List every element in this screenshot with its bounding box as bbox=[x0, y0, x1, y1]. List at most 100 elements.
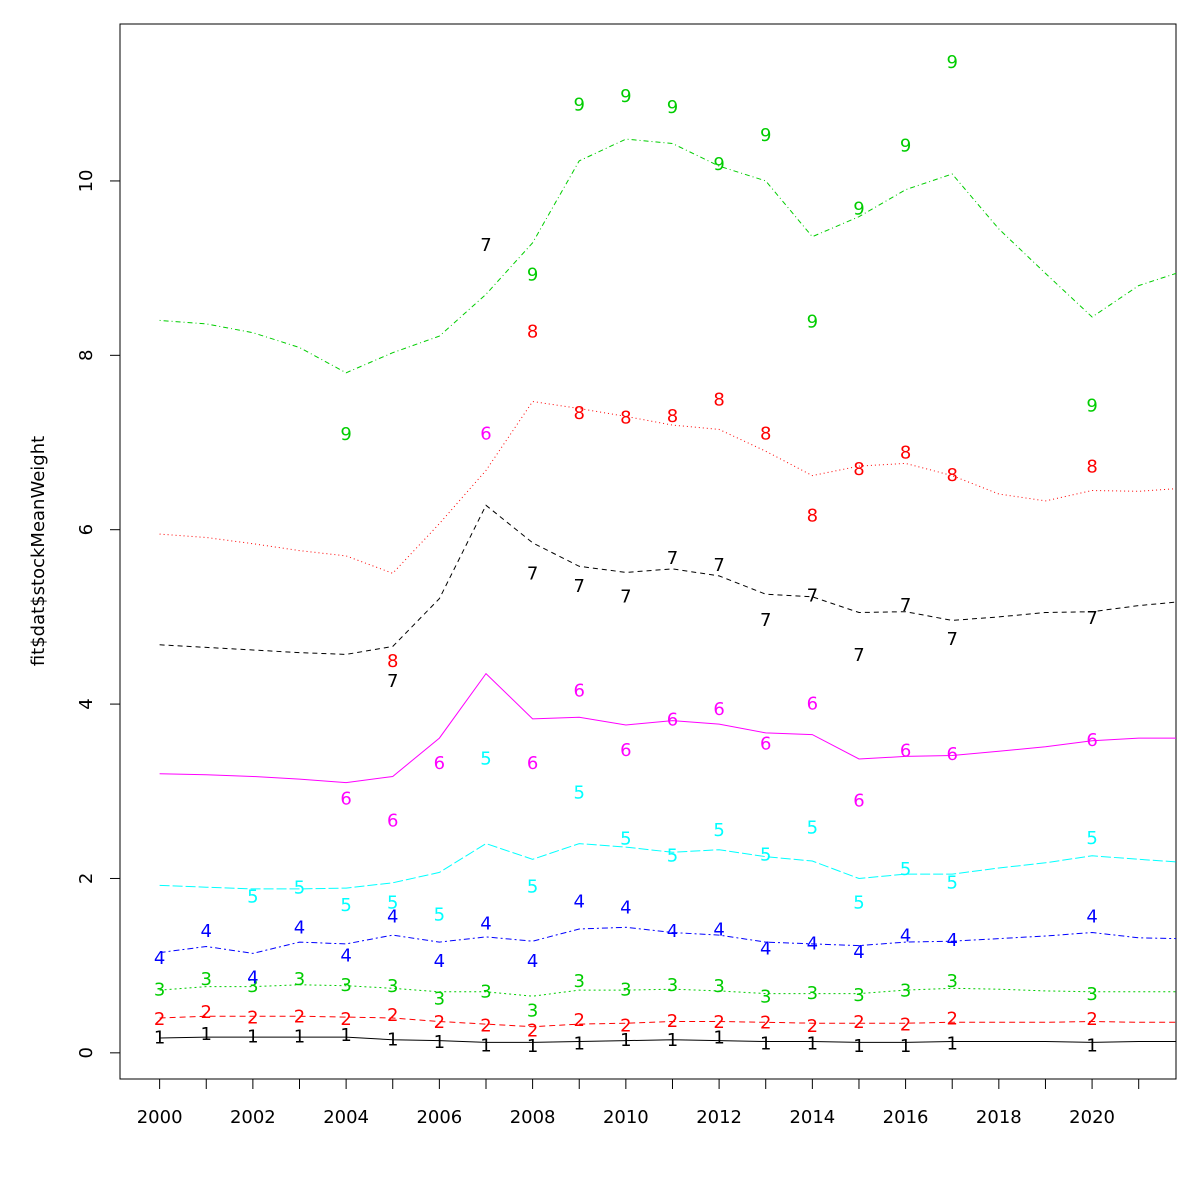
fitted-line-age-6 bbox=[159, 672, 1176, 784]
observed-point-age-7: 7 bbox=[713, 555, 724, 576]
observed-point-age-1: 1 bbox=[713, 1028, 724, 1049]
observed-point-age-3: 3 bbox=[201, 969, 212, 990]
observed-point-age-1: 1 bbox=[387, 1029, 398, 1050]
observed-point-age-5: 5 bbox=[713, 820, 724, 841]
x-tick-label: 2018 bbox=[976, 1107, 1022, 1128]
observed-point-age-1: 1 bbox=[247, 1027, 258, 1048]
y-axis-label: fit$dat$stockMeanWeight bbox=[28, 436, 49, 666]
observed-point-age-9: 9 bbox=[807, 312, 818, 333]
observed-point-age-1: 1 bbox=[667, 1030, 678, 1051]
observed-point-age-2: 2 bbox=[527, 1021, 538, 1042]
observed-point-age-6: 6 bbox=[480, 423, 491, 444]
observed-point-age-4: 4 bbox=[760, 939, 771, 960]
y-tick-label: 8 bbox=[76, 350, 97, 361]
x-tick-label: 2006 bbox=[416, 1107, 462, 1128]
observed-point-age-4: 4 bbox=[387, 906, 398, 927]
observed-point-age-4: 4 bbox=[853, 942, 864, 963]
observed-point-age-5: 5 bbox=[574, 783, 585, 804]
y-tick-label: 6 bbox=[76, 524, 97, 535]
observed-point-age-1: 1 bbox=[807, 1034, 818, 1055]
fitted-line-age-2 bbox=[159, 1015, 1176, 1028]
observed-point-age-3: 3 bbox=[713, 976, 724, 997]
observed-point-age-8: 8 bbox=[1086, 456, 1097, 477]
fitted-line-age-9 bbox=[159, 138, 1177, 374]
observed-point-age-1: 1 bbox=[201, 1024, 212, 1045]
observed-point-age-2: 2 bbox=[294, 1007, 305, 1028]
observed-point-age-8: 8 bbox=[900, 442, 911, 463]
observed-point-age-5: 5 bbox=[946, 872, 957, 893]
observed-point-age-7: 7 bbox=[480, 235, 491, 256]
observed-point-age-6: 6 bbox=[900, 741, 911, 762]
observed-point-age-3: 3 bbox=[154, 980, 165, 1001]
observed-point-age-2: 2 bbox=[900, 1014, 911, 1035]
observed-point-age-7: 7 bbox=[760, 610, 771, 631]
observed-point-age-9: 9 bbox=[1086, 395, 1097, 416]
observed-point-age-2: 2 bbox=[713, 1012, 724, 1033]
observed-point-age-4: 4 bbox=[434, 951, 445, 972]
observed-point-age-2: 2 bbox=[620, 1015, 631, 1036]
observed-point-age-3: 3 bbox=[434, 988, 445, 1009]
observed-point-age-8: 8 bbox=[760, 423, 771, 444]
observed-point-age-8: 8 bbox=[713, 389, 724, 410]
fitted-line-age-3 bbox=[159, 984, 1176, 997]
observed-point-age-2: 2 bbox=[760, 1013, 771, 1034]
observed-point-age-6: 6 bbox=[527, 753, 538, 774]
observed-point-age-7: 7 bbox=[807, 585, 818, 606]
observed-point-age-5: 5 bbox=[340, 895, 351, 916]
observed-point-age-4: 4 bbox=[713, 919, 724, 940]
observed-point-age-3: 3 bbox=[900, 980, 911, 1001]
observed-point-age-6: 6 bbox=[946, 744, 957, 765]
observed-point-age-5: 5 bbox=[667, 845, 678, 866]
x-tick-label: 2000 bbox=[137, 1107, 183, 1128]
observed-point-age-7: 7 bbox=[1086, 608, 1097, 629]
observed-point-age-3: 3 bbox=[480, 981, 491, 1002]
x-tick-label: 2012 bbox=[696, 1107, 742, 1128]
observed-point-age-9: 9 bbox=[667, 97, 678, 118]
observed-point-age-6: 6 bbox=[574, 681, 585, 702]
observed-point-age-4: 4 bbox=[201, 921, 212, 942]
x-tick-label: 2014 bbox=[789, 1107, 835, 1128]
observed-point-age-5: 5 bbox=[247, 886, 258, 907]
fitted-line-age-4 bbox=[159, 926, 1177, 954]
plot-frame bbox=[119, 23, 1177, 1080]
observed-point-age-3: 3 bbox=[574, 971, 585, 992]
observed-point-age-8: 8 bbox=[527, 321, 538, 342]
observed-point-age-6: 6 bbox=[387, 810, 398, 831]
observed-point-age-1: 1 bbox=[340, 1025, 351, 1046]
fitted-line-age-1 bbox=[159, 1036, 1176, 1043]
observed-point-age-1: 1 bbox=[480, 1035, 491, 1056]
observed-point-age-4: 4 bbox=[807, 933, 818, 954]
observed-point-age-8: 8 bbox=[667, 406, 678, 427]
observed-point-age-4: 4 bbox=[620, 898, 631, 919]
observed-point-age-5: 5 bbox=[434, 905, 445, 926]
observed-point-age-6: 6 bbox=[434, 753, 445, 774]
observed-point-age-6: 6 bbox=[620, 740, 631, 761]
observed-point-age-5: 5 bbox=[760, 844, 771, 865]
observed-point-age-9: 9 bbox=[760, 125, 771, 146]
fitted-lines bbox=[159, 138, 1177, 1043]
observed-point-age-1: 1 bbox=[946, 1034, 957, 1055]
observed-point-age-5: 5 bbox=[294, 878, 305, 899]
observed-point-age-1: 1 bbox=[294, 1027, 305, 1048]
observed-point-age-5: 5 bbox=[480, 749, 491, 770]
observed-point-age-5: 5 bbox=[807, 817, 818, 838]
observed-point-age-4: 4 bbox=[480, 913, 491, 934]
observed-point-age-1: 1 bbox=[620, 1030, 631, 1051]
x-tick-label: 2016 bbox=[883, 1107, 929, 1128]
observed-point-age-3: 3 bbox=[620, 980, 631, 1001]
observed-point-age-5: 5 bbox=[853, 892, 864, 913]
observed-point-age-4: 4 bbox=[667, 921, 678, 942]
observed-point-age-5: 5 bbox=[620, 829, 631, 850]
observed-point-age-9: 9 bbox=[946, 52, 957, 73]
observed-point-age-4: 4 bbox=[340, 946, 351, 967]
observed-point-age-3: 3 bbox=[387, 976, 398, 997]
observed-point-age-2: 2 bbox=[247, 1007, 258, 1028]
observed-point-age-7: 7 bbox=[527, 564, 538, 585]
observed-point-age-2: 2 bbox=[946, 1008, 957, 1029]
observed-point-age-4: 4 bbox=[900, 926, 911, 947]
observed-point-age-9: 9 bbox=[340, 424, 351, 445]
observed-point-age-3: 3 bbox=[807, 983, 818, 1004]
observed-point-age-8: 8 bbox=[387, 651, 398, 672]
observed-point-age-1: 1 bbox=[527, 1036, 538, 1057]
